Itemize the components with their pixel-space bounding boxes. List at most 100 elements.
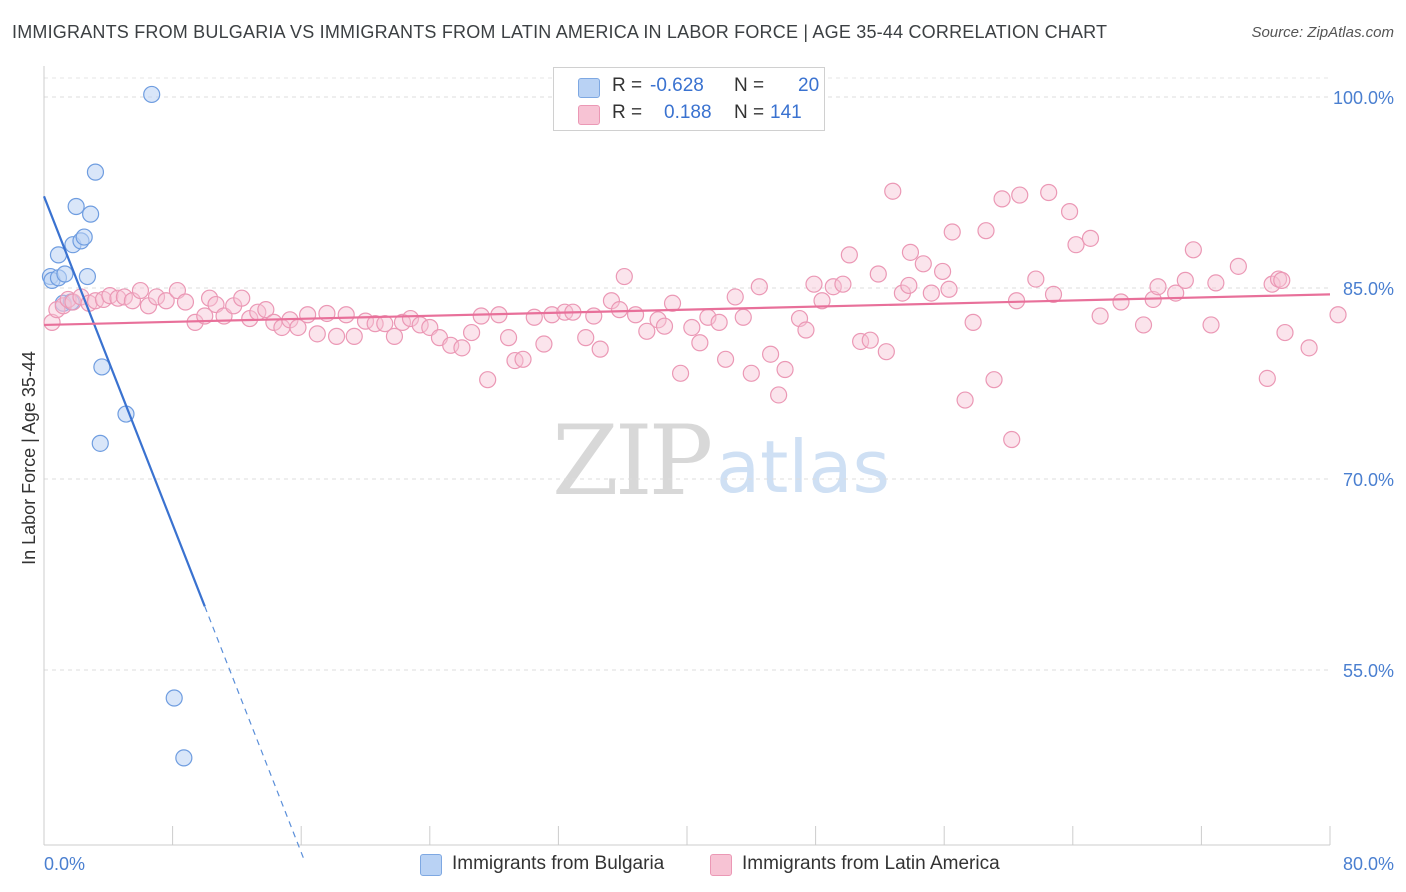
latin-america-point <box>233 289 251 307</box>
latin-america-point <box>401 309 420 328</box>
latin-america-point <box>993 190 1011 208</box>
bulgaria-point <box>82 205 100 223</box>
x-tick-label: 0.0% <box>44 854 85 874</box>
latin-america-point <box>393 313 412 331</box>
latin-america-point <box>671 364 690 382</box>
latin-america-point <box>956 391 974 409</box>
latin-america-point <box>585 307 603 325</box>
watermark-zip: ZIP <box>552 405 713 517</box>
latin-america-point <box>869 265 887 283</box>
latin-america-point <box>840 246 858 264</box>
latin-america-point <box>1176 271 1194 289</box>
latin-america-point <box>1329 306 1347 324</box>
bulgaria-trend-line <box>42 195 206 607</box>
latin-america-point <box>742 364 760 382</box>
latin-america-point <box>543 306 561 324</box>
latin-america-point <box>131 281 150 300</box>
legend-series-name: Immigrants from Bulgaria <box>452 853 665 874</box>
bulgaria-trend-extension <box>204 606 305 861</box>
latin-america-trend-line <box>43 293 1331 327</box>
y-tick-label: 100.0% <box>1333 88 1394 108</box>
latin-america-point <box>683 318 701 337</box>
latin-america-point <box>663 294 682 312</box>
latin-america-point <box>115 288 133 306</box>
bulgaria-point <box>56 265 74 283</box>
bulgaria-point <box>175 749 193 767</box>
latin-america-point <box>1027 270 1045 288</box>
bulgaria-point <box>75 228 93 246</box>
latin-america-point <box>1003 430 1021 449</box>
legend-n-value: 141 <box>770 102 802 123</box>
latin-america-point <box>922 284 940 302</box>
legend-n-label: N = <box>734 75 765 96</box>
latin-america-point <box>649 311 667 329</box>
latin-america-point <box>1081 229 1100 247</box>
latin-america-point <box>797 321 815 339</box>
latin-america-point <box>109 289 127 307</box>
latin-america-point <box>442 336 460 354</box>
latin-america-point <box>977 222 995 240</box>
legend-r-value: -0.628 <box>650 75 704 96</box>
latin-america-point <box>385 327 404 345</box>
latin-america-point <box>43 313 61 331</box>
latin-america-point <box>453 339 471 357</box>
latin-america-point <box>710 313 728 331</box>
latin-america-point <box>940 280 958 298</box>
latin-america-point <box>462 323 481 342</box>
latin-america-point <box>525 308 543 326</box>
latin-america-point <box>610 301 629 319</box>
latin-america-point <box>877 343 895 361</box>
latin-america-point <box>824 278 842 296</box>
latin-america-point <box>1040 183 1058 202</box>
latin-america-point <box>933 262 952 281</box>
latin-america-point <box>900 276 918 295</box>
latin-america-point <box>1011 186 1029 204</box>
latin-america-point <box>535 335 553 353</box>
latin-america-point <box>1067 236 1085 254</box>
latin-america-point <box>1149 278 1167 296</box>
latin-america-point <box>308 325 326 343</box>
latin-america-point <box>691 334 709 352</box>
legend-n-label: N = <box>734 102 765 123</box>
latin-america-point <box>805 275 823 293</box>
latin-america-point <box>1207 274 1225 292</box>
latin-america-point <box>1184 241 1202 259</box>
y-tick-label: 70.0% <box>1343 470 1394 490</box>
legend-r-label: R = <box>612 75 643 96</box>
latin-america-point <box>299 306 317 324</box>
chart-title: IMMIGRANTS FROM BULGARIA VS IMMIGRANTS F… <box>12 22 1108 42</box>
bulgaria-point <box>165 689 183 707</box>
latin-america-point <box>1276 323 1294 342</box>
latin-america-point <box>257 301 275 319</box>
bulgaria-point <box>86 163 105 181</box>
legend-r-label: R = <box>612 102 643 123</box>
latin-america-point <box>1273 271 1291 289</box>
latin-america-point <box>776 360 794 379</box>
latin-america-point <box>59 290 77 309</box>
bulgaria-point <box>91 434 109 452</box>
latin-america-point <box>1202 316 1220 334</box>
latin-america-point <box>734 308 752 326</box>
latin-america-point <box>914 255 932 273</box>
latin-america-point <box>176 293 195 311</box>
legend-swatch-blue <box>420 854 442 876</box>
legend: R = -0.628 N = 20 R = 0.188 N = 141 <box>553 67 825 131</box>
latin-america-point <box>750 278 768 296</box>
latin-america-point <box>1258 369 1276 388</box>
latin-america-point <box>985 371 1003 389</box>
latin-america-point <box>1091 307 1109 325</box>
latin-america-point <box>726 288 744 306</box>
latin-america-point <box>345 327 363 345</box>
latin-america-point <box>861 331 879 349</box>
legend-swatch-pink <box>578 105 600 125</box>
bulgaria-point <box>67 197 85 216</box>
latin-america-point <box>716 350 735 368</box>
legend-r-value: 0.188 <box>664 102 712 123</box>
latin-america-point <box>591 340 609 358</box>
latin-america-point <box>1112 293 1130 311</box>
latin-america-point <box>479 371 497 389</box>
source-label: Source: ZipAtlas.com <box>1251 24 1394 41</box>
latin-america-point <box>376 315 394 333</box>
latin-america-point <box>813 292 831 310</box>
bulgaria-point <box>143 85 161 104</box>
